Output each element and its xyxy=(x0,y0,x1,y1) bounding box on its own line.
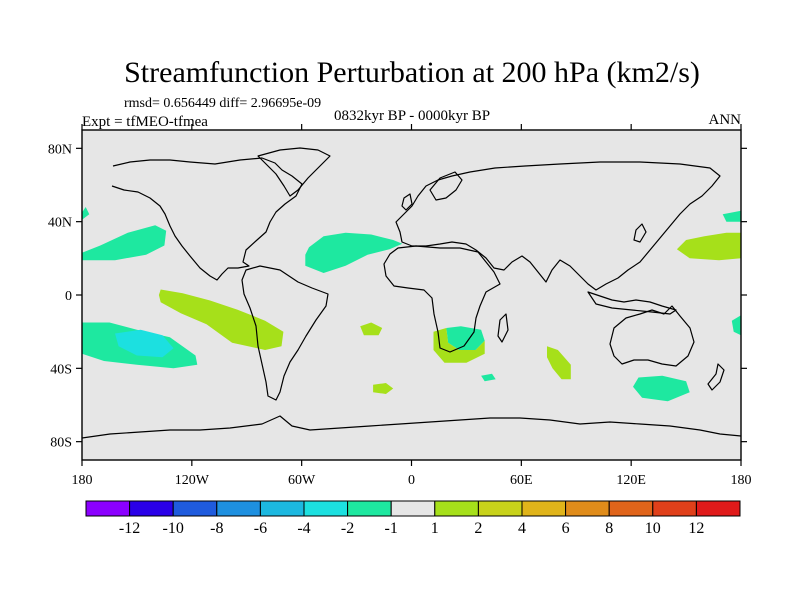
region-neg-atlantic-n xyxy=(305,232,403,273)
region-neg-south-africa xyxy=(446,326,485,350)
colorbar-label: -10 xyxy=(163,520,184,537)
coastline-new-zealand xyxy=(707,363,725,391)
colorbar-swatch xyxy=(216,500,261,517)
experiment-label: Expt = tfMEO-tfmea xyxy=(82,114,208,130)
stats-label: rmsd= 0.656449 diff= 2.96695e-09 xyxy=(124,96,321,111)
colorbar-label: -2 xyxy=(341,520,354,537)
longitude-axis: 180 120W 60W 0 60E 120E 180 xyxy=(72,124,752,488)
coastline-scandinavia xyxy=(429,171,463,201)
region-pos-atlantic-s2 xyxy=(373,383,394,394)
region-pos-east-edge xyxy=(731,315,741,336)
coastline-japan xyxy=(633,223,647,243)
coastline-greenland xyxy=(257,147,331,197)
lat-tick-label: 0 xyxy=(65,289,72,304)
colorbar-swatch xyxy=(347,500,392,517)
lat-tick-label: 40N xyxy=(48,216,72,231)
coastline-madagascar xyxy=(497,313,509,343)
region-pos-indian-ocean xyxy=(547,346,571,380)
region-neg-indian-small xyxy=(481,373,496,382)
map-background xyxy=(82,130,741,460)
colorbar-label: 1 xyxy=(431,520,439,537)
lon-tick-label: 60W xyxy=(288,473,316,488)
colorbar-swatch xyxy=(85,500,131,517)
contour-regions xyxy=(82,207,741,402)
colorbar-swatch xyxy=(303,500,349,517)
coastline-eurasia xyxy=(395,161,721,291)
period-label: 0832kyr BP - 0000kyr BP xyxy=(334,108,490,124)
map-panel xyxy=(82,130,741,460)
colorbar-swatch xyxy=(434,500,479,517)
lon-tick-label: 60E xyxy=(510,473,533,488)
coastline-australia xyxy=(609,305,695,367)
season-label: ANN xyxy=(709,112,742,128)
coastline-north-america xyxy=(111,157,303,281)
colorbar-swatch xyxy=(390,500,436,517)
region-pos-pacific-eq xyxy=(158,289,284,350)
lon-tick-label: 180 xyxy=(731,473,752,488)
colorbar-label: -8 xyxy=(210,520,223,537)
colorbar-label: 8 xyxy=(605,520,613,537)
region-neg-pacific-nw xyxy=(82,207,90,220)
region-neg-pacific-s-core xyxy=(115,329,174,358)
colorbar-swatch xyxy=(172,500,218,517)
lat-tick-label: 80S xyxy=(50,436,72,451)
coastline-south-america xyxy=(241,265,329,401)
colorbar-label: 4 xyxy=(518,520,526,537)
colorbar-swatch xyxy=(477,500,523,517)
region-pos-south-africa xyxy=(433,328,485,363)
latitude-axis: 80N 40N 0 40S 80S xyxy=(48,142,747,451)
region-pos-atlantic-s1 xyxy=(360,322,383,336)
colorbar-label: 10 xyxy=(645,520,661,537)
colorbar-swatch xyxy=(695,500,741,517)
region-pos-pacific-ne-2 xyxy=(722,210,741,222)
lat-tick-label: 40S xyxy=(50,362,72,377)
colorbar-swatch xyxy=(259,500,305,517)
colorbar-label: 12 xyxy=(688,520,704,537)
colorbar-label: 6 xyxy=(562,520,570,537)
colorbar-label: 2 xyxy=(474,520,482,537)
colorbar: -12 -10 -8 -6 -4 -2 -1 1 2 4 6 8 10 12 xyxy=(85,500,741,537)
coastline-indonesia xyxy=(587,291,677,315)
colorbar-swatch xyxy=(608,500,654,517)
lat-tick-label: 80N xyxy=(48,142,72,157)
colorbar-label: -6 xyxy=(254,520,267,537)
colorbar-swatch xyxy=(565,500,610,517)
colorbar-label: -12 xyxy=(119,520,140,537)
colorbar-swatch xyxy=(521,500,567,517)
colorbar-label: -4 xyxy=(297,520,310,537)
coastline-british-isles xyxy=(401,193,413,211)
lon-tick-label: 0 xyxy=(408,473,415,488)
lon-tick-label: 120W xyxy=(175,473,210,488)
plot-title: Streamfunction Perturbation at 200 hPa (… xyxy=(124,56,700,89)
region-pos-pacific-ne xyxy=(676,232,741,261)
colorbar-swatch xyxy=(652,500,697,517)
lon-tick-label: 180 xyxy=(72,473,93,488)
lon-tick-label: 120E xyxy=(616,473,646,488)
region-neg-south-australia xyxy=(633,375,690,402)
coastline-antarctica xyxy=(82,415,741,439)
colorbar-label: -1 xyxy=(385,520,398,537)
coastlines xyxy=(82,147,741,439)
colorbar-swatch xyxy=(129,500,174,517)
region-neg-pacific-n xyxy=(82,225,167,261)
